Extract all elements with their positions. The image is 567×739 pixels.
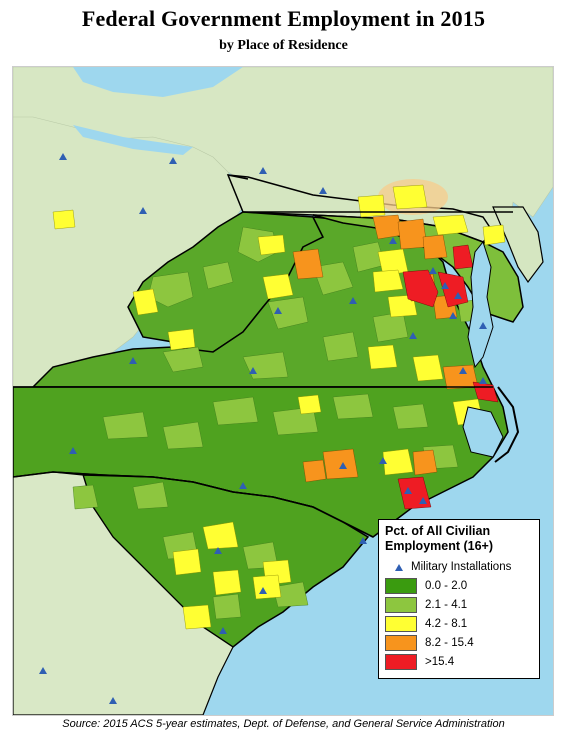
legend-class-label: >15.4 bbox=[425, 655, 455, 668]
legend-row-military: Military Installations bbox=[385, 558, 533, 576]
orange-counties bbox=[292, 214, 479, 483]
source-note: Source: 2015 ACS 5-year estimates, Dept.… bbox=[62, 718, 505, 730]
legend-class-label: 8.2 - 15.4 bbox=[425, 636, 474, 649]
lake bbox=[73, 67, 243, 97]
chesapeake-bay bbox=[467, 240, 494, 369]
map-legend: Pct. of All Civilian Employment (16+) Mi… bbox=[378, 519, 540, 679]
yellow-counties bbox=[52, 184, 506, 630]
legend-row-class: 0.0 - 2.0 bbox=[385, 576, 533, 595]
military-installations bbox=[39, 153, 487, 704]
legend-class-label: 2.1 - 4.1 bbox=[425, 598, 468, 611]
legend-class-label: 4.2 - 8.1 bbox=[425, 617, 468, 630]
outside-south bbox=[13, 471, 234, 715]
map-svg bbox=[13, 67, 553, 715]
map-subtitle: by Place of Residence bbox=[219, 38, 348, 53]
legend-row-class: 4.2 - 8.1 bbox=[385, 614, 533, 633]
light-green-counties bbox=[72, 226, 488, 620]
legend-title-line2: Employment (16+) bbox=[385, 539, 494, 553]
legend-class-label: 0.0 - 2.0 bbox=[425, 579, 468, 592]
legend-row-class: 2.1 - 4.1 bbox=[385, 595, 533, 614]
lake bbox=[73, 125, 193, 155]
state-borders bbox=[13, 174, 513, 538]
legend-row-class: 8.2 - 15.4 bbox=[385, 633, 533, 652]
legend-title-line1: Pct. of All Civilian bbox=[385, 524, 491, 538]
new-jersey bbox=[492, 206, 544, 284]
legend-swatch bbox=[385, 577, 417, 594]
outer-banks bbox=[494, 386, 520, 463]
legend-swatch bbox=[385, 634, 417, 651]
legend-swatch bbox=[385, 653, 417, 670]
legend-military-label: Military Installations bbox=[411, 561, 512, 573]
legend-swatch bbox=[385, 615, 417, 632]
map-title: Federal Government Employment in 2015 bbox=[81, 6, 486, 31]
legend-row-class: >15.4 bbox=[385, 652, 533, 671]
map-area[interactable] bbox=[12, 66, 554, 716]
pamlico-sound bbox=[462, 406, 504, 458]
legend-swatch bbox=[385, 596, 417, 613]
triangle-icon bbox=[395, 563, 403, 571]
